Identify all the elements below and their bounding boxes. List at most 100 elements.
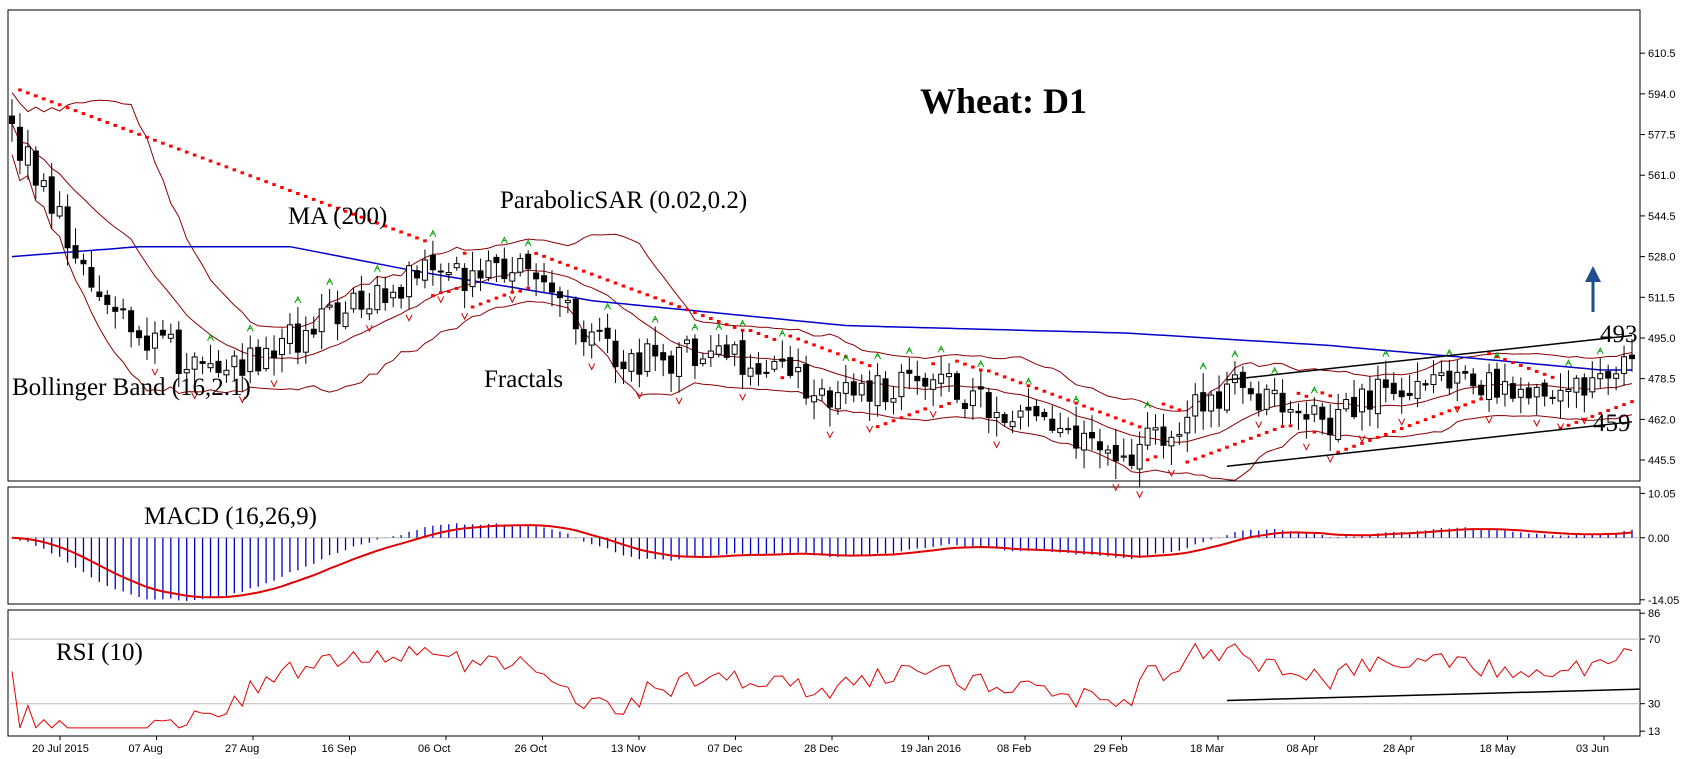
sar-dot — [296, 191, 300, 195]
sar-dot — [192, 153, 197, 157]
candle-body — [1017, 410, 1024, 418]
candle-body — [461, 267, 468, 291]
price-axis-label: 511.5 — [1648, 292, 1675, 304]
candle-body — [1335, 408, 1342, 440]
candle-body — [1327, 417, 1334, 436]
candle-body — [1239, 371, 1246, 388]
time-axis-label: 18 May — [1480, 743, 1517, 755]
sar-dot — [446, 289, 451, 293]
sar-dot — [1550, 375, 1555, 379]
candle-body — [358, 290, 365, 310]
candle-body — [469, 270, 476, 288]
fractal-down-mark — [365, 324, 373, 333]
candle-body — [707, 350, 714, 358]
sar-dot — [986, 369, 991, 373]
sar-dot — [176, 147, 181, 151]
macd-axis-label: 0.00 — [1648, 533, 1669, 545]
candle-body — [32, 150, 39, 186]
sar-dot — [550, 257, 554, 261]
candle-body — [1073, 425, 1080, 449]
candle-body — [136, 330, 143, 339]
bollinger-lower-line — [11, 154, 1633, 481]
candle-body — [922, 377, 929, 387]
sar-dot — [899, 416, 904, 420]
fractal-down-mark — [405, 314, 413, 322]
sar-dot — [1193, 457, 1198, 461]
price-axis-label: 610.5 — [1648, 48, 1676, 60]
sar-dot — [1622, 403, 1626, 407]
sar-dot — [518, 289, 523, 293]
candle-body — [9, 115, 15, 124]
candle-body — [1279, 392, 1286, 413]
sar-dot — [1058, 395, 1063, 399]
sar-dot — [1106, 413, 1110, 417]
fractal-up-mark — [1271, 366, 1279, 375]
sar-dot — [1288, 424, 1293, 428]
sar-dot — [1002, 375, 1007, 379]
sar-dot — [589, 272, 594, 276]
candle-body — [596, 329, 603, 332]
candle-body — [414, 270, 420, 279]
candle-body — [668, 355, 675, 374]
candle-body — [525, 253, 532, 270]
candle-body — [731, 344, 738, 355]
sar-dot — [367, 218, 372, 222]
candle-body — [1263, 388, 1270, 410]
candle-body — [1438, 372, 1445, 376]
candle-body — [556, 291, 563, 299]
sar-dot — [1614, 406, 1618, 410]
sar-dot — [1574, 420, 1579, 424]
sar-dot — [955, 359, 959, 363]
candle-body — [914, 375, 921, 382]
candle-body — [541, 275, 548, 283]
sar-dot — [1519, 363, 1523, 367]
price-axis-label: 594.0 — [1648, 89, 1676, 101]
candle-body — [199, 361, 206, 364]
sar-dot — [1217, 448, 1221, 452]
candle-body — [1136, 443, 1143, 470]
sar-dot — [137, 132, 141, 136]
candle-body — [858, 382, 865, 396]
sar-dot — [1042, 389, 1047, 393]
candle-body — [898, 371, 905, 398]
sar-dot — [1344, 447, 1348, 451]
candle-body — [763, 371, 770, 374]
candle-body — [850, 381, 857, 396]
candle-body — [930, 379, 937, 390]
candle-body — [1216, 391, 1223, 409]
sar-dot — [994, 372, 999, 376]
sar-dot — [812, 343, 816, 347]
time-axis-label: 26 Oct — [515, 743, 547, 755]
candle-body — [747, 367, 754, 377]
candle-body — [406, 265, 413, 298]
candle-body — [1454, 371, 1461, 384]
sar-dot — [605, 278, 610, 282]
fractal-down-mark — [238, 396, 246, 404]
sar-dot — [1098, 410, 1102, 414]
fractal-up-mark — [604, 302, 612, 310]
fractal-up-mark — [1493, 351, 1501, 359]
sar-dot — [1534, 369, 1539, 373]
sar-dot — [1121, 419, 1126, 423]
candle-body — [1486, 372, 1493, 400]
candle-body — [151, 332, 158, 349]
fractal-down-mark — [866, 425, 874, 434]
candle-body — [1025, 406, 1032, 411]
candle-body — [1176, 434, 1183, 437]
sar-dot — [1455, 406, 1460, 410]
candle-body — [1597, 373, 1604, 380]
fractal-down-mark — [1136, 491, 1144, 499]
sar-dot — [216, 162, 221, 166]
price-axis-label: 528.0 — [1648, 252, 1676, 264]
candle-body — [271, 350, 278, 359]
sar-dot — [1352, 444, 1356, 448]
fractal-down-mark — [1485, 416, 1493, 425]
candle-body — [207, 363, 214, 369]
sar-dot — [979, 368, 983, 372]
sar-dot — [184, 150, 189, 154]
candle-body — [104, 294, 111, 305]
candle-body — [1398, 390, 1405, 398]
candle-body — [1390, 382, 1397, 395]
candle-body — [946, 373, 953, 378]
